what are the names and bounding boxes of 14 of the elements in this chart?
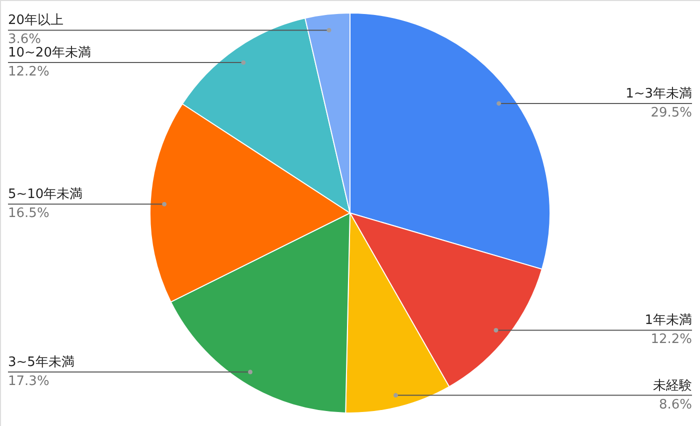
data-label: 29.5% [650,105,692,120]
slice-label: 1~3年未満 [626,86,692,102]
data-label: 12.2% [650,332,692,348]
data-label: 12.2% [8,64,50,80]
data-label: 8.6% [658,397,692,412]
slice-label: 20年以上 [8,13,64,28]
slice-label: 未経験 [653,378,692,394]
data-label: 16.5% [8,206,50,222]
slice-label: 5~10年未満 [8,187,83,202]
data-label: 17.3% [8,374,50,389]
slice-label: 3~5年未満 [8,354,74,370]
slice-label: 1年未満 [644,313,692,328]
slice-label: 10~20年未満 [8,46,91,61]
data-label: 3.6% [8,32,42,48]
